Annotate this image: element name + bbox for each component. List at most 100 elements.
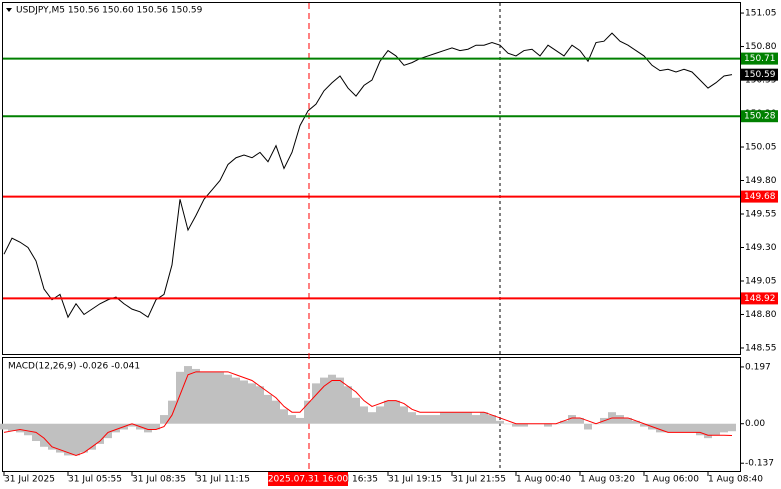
histogram-bar xyxy=(576,417,584,424)
histogram-bar xyxy=(168,400,176,424)
x-tick-label: 31 Jul 05:55 xyxy=(68,475,122,485)
histogram-bar xyxy=(216,371,224,424)
last-price-label: 150.59 xyxy=(744,70,776,80)
histogram-bar xyxy=(112,423,120,433)
y-tick-label: 149.30 xyxy=(745,243,777,253)
price-line xyxy=(3,32,733,319)
level-label: 149.68 xyxy=(744,192,776,202)
chart-title: USDJPY,M5 150.56 150.60 150.56 150.59 xyxy=(16,6,203,16)
histogram-bar xyxy=(48,423,56,450)
histogram-bar xyxy=(224,374,232,424)
price-panel xyxy=(2,2,741,355)
level-label-box xyxy=(741,190,778,203)
y-tick-label: 150.80 xyxy=(745,42,777,52)
histogram-bar xyxy=(696,423,704,436)
last-price-box xyxy=(741,68,778,81)
histogram-bar xyxy=(392,400,400,424)
x-tick-label: 31 Jul 21:55 xyxy=(452,475,506,485)
y-tick-label: 0.197 xyxy=(745,362,771,372)
histogram-bar xyxy=(384,400,392,424)
histogram-bar xyxy=(352,397,360,424)
histogram-bar xyxy=(72,423,80,456)
histogram-bar xyxy=(8,423,16,431)
histogram-bar xyxy=(80,423,88,453)
macd-panel xyxy=(2,357,741,472)
histogram-bar xyxy=(272,400,280,424)
x-tick-label: 31 Jul 19:15 xyxy=(388,475,442,485)
histogram-bar xyxy=(632,420,640,424)
level-label: 150.28 xyxy=(744,112,776,122)
histogram-bar xyxy=(360,406,368,424)
histogram-bar xyxy=(448,412,456,424)
level-label-box xyxy=(741,52,778,65)
menu-icon[interactable] xyxy=(6,8,12,12)
y-tick-label: 150.05 xyxy=(745,143,777,153)
histogram-bar xyxy=(232,377,240,424)
histogram-bar xyxy=(424,415,432,424)
level-label-box xyxy=(741,292,778,305)
histogram-bar xyxy=(328,374,336,424)
histogram-bar xyxy=(0,423,8,430)
histogram-bar xyxy=(672,423,680,433)
crosshair-label: 2025.07.31 16:00 xyxy=(268,475,349,485)
histogram-bar xyxy=(520,423,528,427)
histogram-bar xyxy=(504,423,512,425)
histogram-bar xyxy=(344,386,352,424)
histogram-bar xyxy=(104,423,112,439)
histogram-bar xyxy=(400,406,408,424)
histogram-bar xyxy=(296,417,304,424)
x-tick-label: 1 Aug 06:00 xyxy=(644,475,699,485)
histogram-bar xyxy=(248,383,256,424)
histogram-bar xyxy=(200,371,208,424)
histogram-bar xyxy=(240,380,248,424)
histogram-bar xyxy=(584,423,592,430)
histogram-bar xyxy=(128,423,136,427)
x-tick-label: 1 Aug 00:40 xyxy=(516,475,571,485)
histogram-bar xyxy=(432,415,440,424)
histogram-bar xyxy=(152,423,160,430)
histogram-bar xyxy=(544,423,552,427)
histogram-bar xyxy=(40,423,48,447)
histogram-bar xyxy=(312,383,320,424)
histogram-bar xyxy=(656,423,664,433)
histogram-bar xyxy=(464,412,472,424)
histogram-bar xyxy=(624,417,632,424)
histogram-bar xyxy=(16,423,24,433)
histogram-bar xyxy=(192,368,200,424)
macd-title: MACD(12,26,9) -0.026 -0.041 xyxy=(8,362,140,372)
histogram-bar xyxy=(688,423,696,433)
y-tick-label: 0.00 xyxy=(745,419,765,429)
histogram-bar xyxy=(320,377,328,424)
histogram-bar xyxy=(184,366,192,424)
histogram-bar xyxy=(720,423,728,433)
histogram-bar xyxy=(88,423,96,450)
histogram-bar xyxy=(416,415,424,424)
y-tick-label: 148.55 xyxy=(745,343,777,353)
x-tick-label: 31 Jul 2025 xyxy=(4,475,55,485)
histogram-bar xyxy=(376,406,384,424)
histogram-bar xyxy=(336,377,344,424)
x-tick-label: 31 Jul 11:15 xyxy=(196,475,250,485)
x-tick-label: 1 Aug 03:20 xyxy=(580,475,635,485)
y-tick-label: 148.80 xyxy=(745,310,777,320)
histogram-bar xyxy=(512,423,520,427)
crosshair-label-box xyxy=(268,472,348,486)
histogram-bar xyxy=(640,423,648,427)
histogram-bar xyxy=(472,415,480,424)
histogram-bar xyxy=(568,415,576,424)
histogram-bar xyxy=(144,423,152,433)
histogram-bar xyxy=(208,371,216,424)
y-tick-label: 151.05 xyxy=(745,9,777,19)
histogram-bar xyxy=(64,423,72,456)
x-tick-label: 1 Aug 08:40 xyxy=(708,475,763,485)
y-tick-label: 149.80 xyxy=(745,176,777,186)
histogram-bar xyxy=(496,420,504,424)
histogram-bar xyxy=(728,423,736,432)
level-label: 150.71 xyxy=(744,54,776,64)
level-label-box xyxy=(741,110,778,123)
histogram-bar xyxy=(616,415,624,424)
y-tick-label: 149.55 xyxy=(745,210,777,220)
histogram-bar xyxy=(440,412,448,424)
signal-line xyxy=(3,371,733,456)
